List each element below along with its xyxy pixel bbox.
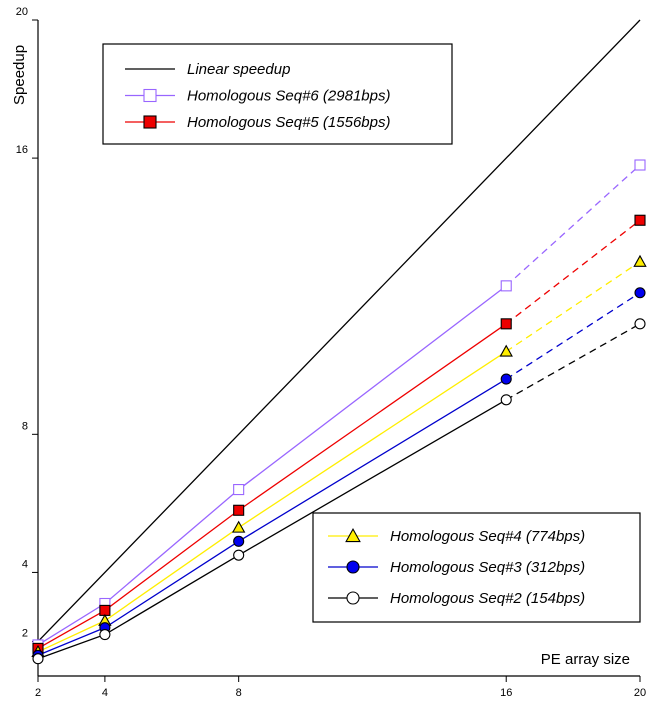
series-projection-homologous-seq-4-774bps [505,261,641,352]
legend-top: Linear speedup Homologous Seq#6 (2981bps)… [102,43,453,145]
legend-swatch-marker-homologous-seq-2-154bps [346,591,360,605]
data-point-homologous-seq-3-312bps [500,373,512,385]
series-line-homologous-seq-5-1556bps [37,323,507,649]
y-tick-label: 16 [16,144,28,156]
data-point-homologous-seq-2-154bps [634,318,646,330]
data-point-homologous-seq-6-2981bps [500,280,512,292]
data-point-homologous-seq-3-312bps [233,535,245,547]
y-tick-label: 20 [16,6,28,18]
series-projection-homologous-seq-3-312bps [505,292,641,380]
data-point-homologous-seq-5-1556bps [634,214,646,226]
data-point-homologous-seq-6-2981bps [233,484,245,496]
x-axis-title: PE array size [541,651,630,668]
data-point-homologous-seq-4-774bps [231,520,246,533]
series-projection-homologous-seq-6-2981bps [505,164,641,287]
legend-swatch-marker-homologous-seq-6-2981bps [143,88,157,103]
data-point-homologous-seq-6-2981bps [634,159,646,171]
data-point-homologous-seq-4-774bps [633,254,647,267]
y-tick-label: 4 [22,558,28,570]
data-point-homologous-seq-5-1556bps [233,504,245,516]
legend-label-homologous-seq-4-774bps: Homologous Seq#4 (774bps) [390,528,585,545]
y-axis-title: Speedup [11,45,28,105]
data-point-homologous-seq-2-154bps [32,653,44,665]
x-tick-label: 16 [500,687,512,699]
series-lines [37,19,641,660]
y-tick-label: 8 [22,420,28,432]
axes: Speedup PE array size [11,20,640,677]
data-point-homologous-seq-2-154bps [500,394,512,406]
series-line-homologous-seq-2-154bps [37,399,507,660]
series-projection-homologous-seq-2-154bps [505,323,641,401]
legend-label-homologous-seq-3-312bps: Homologous Seq#3 (312bps) [390,559,585,576]
data-point-homologous-seq-2-154bps [99,629,111,641]
legend-label-linear-speedup: Linear speedup [187,61,290,78]
series-projection-homologous-seq-5-1556bps [505,219,641,325]
series-markers [31,159,647,665]
data-point-homologous-seq-3-312bps [634,287,646,299]
legend-top-box [102,43,453,145]
x-tick-label: 8 [236,687,242,699]
data-point-homologous-seq-5-1556bps [500,318,512,330]
x-tick-label: 2 [35,687,41,699]
legend-bottom: Homologous Seq#4 (774bps) Homologous Seq#… [312,512,641,623]
x-tick-label: 20 [634,687,646,699]
data-point-homologous-seq-2-154bps [233,549,245,561]
series-line-homologous-seq-6-2981bps [37,285,507,646]
series-line-homologous-seq-3-312bps [37,378,507,656]
x-tick-label: 4 [102,687,108,699]
series-line-homologous-seq-4-774bps [37,350,507,653]
legend-label-homologous-seq-5-1556bps: Homologous Seq#5 (1556bps) [187,114,390,131]
legend-swatch-marker-homologous-seq-3-312bps [346,560,360,574]
legend-label-homologous-seq-6-2981bps: Homologous Seq#6 (2981bps) [187,88,390,105]
data-point-homologous-seq-4-774bps [499,344,513,357]
series-line-linear-speedup [37,19,641,642]
legend-swatch-marker-homologous-seq-5-1556bps [143,115,157,129]
legend-label-homologous-seq-2-154bps: Homologous Seq#2 (154bps) [390,590,585,607]
legend-swatch-marker-homologous-seq-4-774bps [345,527,361,543]
y-tick-label: 2 [22,627,28,639]
